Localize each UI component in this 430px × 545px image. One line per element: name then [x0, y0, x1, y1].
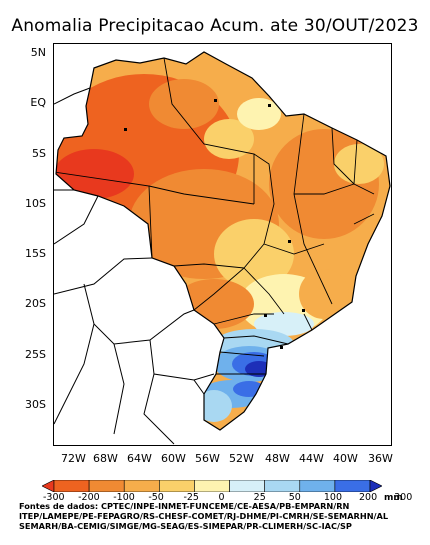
map-frame: [53, 43, 392, 446]
colorbar-label: 200: [359, 492, 378, 503]
colorbar-label: 25: [253, 492, 266, 503]
lat-label: 20S: [25, 297, 46, 310]
capital-markers: [124, 99, 305, 349]
anomaly-fields: [56, 52, 390, 430]
colorbar-cell: [88, 480, 125, 492]
lat-label: 10S: [25, 197, 46, 210]
colorbar-label: -300: [43, 492, 65, 503]
lon-label: 36W: [368, 452, 393, 465]
lat-label: 25S: [25, 348, 46, 361]
colorbar-label: 50: [288, 492, 301, 503]
lat-label: 30S: [25, 398, 46, 411]
colorbar-cell: [369, 480, 382, 492]
colorbar-label: -100: [113, 492, 135, 503]
colorbar: [42, 480, 382, 492]
lon-label: 60W: [161, 452, 186, 465]
colorbar-cell: [334, 480, 371, 492]
colorbar-cell: [299, 480, 336, 492]
source-line: Fontes de dados: CPTEC/INPE-INMET-FUNCEM…: [19, 501, 350, 511]
colorbar-cell: [264, 480, 301, 492]
colorbar-cell: [123, 480, 160, 492]
colorbar-label: 300: [394, 492, 413, 503]
colorbar-cell: [42, 480, 55, 492]
neighbor-borders: [54, 87, 215, 445]
lon-label: 72W: [61, 452, 86, 465]
lon-label: 64W: [127, 452, 152, 465]
lon-label: 44W: [299, 452, 324, 465]
lon-label: 40W: [333, 452, 358, 465]
colorbar-label: 0: [218, 492, 225, 503]
lat-label: 15S: [25, 247, 46, 260]
state-borders: [56, 57, 375, 375]
colorbar-label: -50: [148, 492, 164, 503]
colorbar-label: -25: [183, 492, 199, 503]
lon-label: 48W: [265, 452, 290, 465]
brazil-anomaly-map: [54, 51, 391, 445]
colorbar-unit: mm: [384, 493, 403, 503]
lat-label: 5N: [30, 46, 46, 59]
map-title: Anomalia Precipitacao Acum. ate 30/OUT/2…: [11, 16, 419, 36]
lat-label: 5S: [32, 147, 46, 160]
colorbar-cell: [53, 480, 90, 492]
colorbar-cell: [159, 480, 195, 492]
lon-label: 52W: [229, 452, 254, 465]
colorbar-cell: [194, 480, 230, 492]
colorbar-label: 100: [323, 492, 343, 503]
source-line: SEMARH/BA-CEMIG/SIMGE/MG-SEAG/ES-SIMEPAR…: [19, 521, 352, 531]
lat-label: EQ: [30, 96, 46, 109]
lon-label: 68W: [93, 452, 118, 465]
source-line: ITEP/LAMEPE/PE-FEPAGRO/RS-CHESF-COMET/RJ…: [19, 511, 389, 521]
data-sources: Fontes de dados: CPTEC/INPE-INMET-FUNCEM…: [19, 501, 429, 531]
colorbar-cell: [229, 480, 265, 492]
lon-label: 56W: [195, 452, 220, 465]
colorbar-label: -200: [78, 492, 100, 503]
